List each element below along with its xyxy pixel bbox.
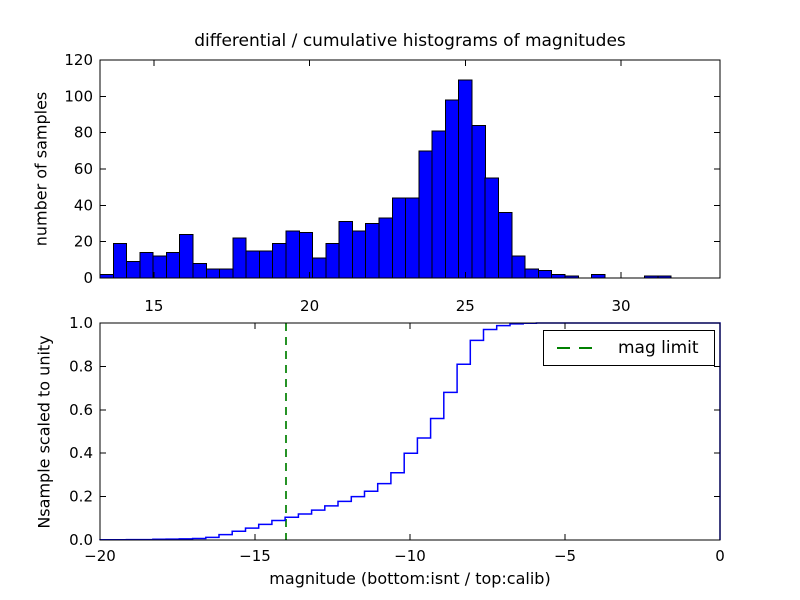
histogram-bar — [405, 197, 420, 279]
histogram-bar — [192, 263, 207, 279]
y-tick-label: 1.0 — [69, 314, 93, 332]
histogram-bar — [179, 233, 194, 279]
histogram-bar — [418, 150, 433, 279]
legend: mag limit — [543, 330, 715, 366]
y-tick-label: 0 — [83, 269, 93, 287]
histogram-bar — [378, 217, 393, 279]
y-tick-label: 80 — [74, 124, 93, 142]
histogram-bar — [458, 79, 473, 279]
histogram-bar — [165, 252, 181, 279]
histogram-bar — [139, 252, 154, 279]
histogram-bar — [338, 221, 353, 279]
histogram-bar — [484, 177, 500, 279]
histogram-bar — [498, 212, 513, 279]
y-tick-label: 60 — [74, 160, 93, 178]
histogram-bar — [245, 250, 260, 279]
histogram-bar — [285, 230, 300, 279]
histogram-bar — [537, 270, 553, 279]
histogram-bar — [298, 232, 314, 279]
y-tick-label: 0.0 — [69, 531, 93, 549]
y-tick-label: 0.2 — [69, 488, 93, 506]
histogram-bar — [312, 257, 327, 279]
histogram-bar — [591, 273, 606, 279]
legend-dash-key-icon — [557, 347, 601, 349]
histogram-bar — [272, 243, 287, 279]
histogram-bar — [205, 268, 221, 279]
y-tick-label: 0.8 — [69, 357, 93, 375]
x-tick-label: −10 — [394, 547, 426, 565]
top-ylabel: number of samples — [31, 91, 51, 247]
bottom-xlabel: magnitude (bottom:isnt / top:calib) — [269, 569, 551, 588]
histogram-bar — [551, 273, 566, 279]
x-tick-label: 25 — [456, 297, 475, 315]
histogram-bar — [126, 261, 141, 279]
histogram-bar — [325, 243, 340, 279]
x-tick-label: 20 — [300, 297, 319, 315]
histogram-bar — [219, 268, 234, 279]
y-tick-label: 0.6 — [69, 401, 93, 419]
histogram-bar — [431, 130, 446, 279]
histogram-bar — [232, 237, 247, 279]
histogram-bar — [391, 197, 407, 279]
histogram-bar — [365, 223, 380, 279]
histogram-bar — [471, 124, 486, 279]
histogram-bar — [444, 99, 460, 279]
bottom-ylabel: Nsample scaled to unity — [34, 335, 54, 529]
y-tick-label: 0.4 — [69, 444, 93, 462]
histogram-bar — [152, 255, 167, 279]
x-tick-label: 30 — [611, 297, 630, 315]
histogram-bar — [258, 250, 274, 279]
histogram-bar — [524, 268, 539, 279]
histogram-bar — [112, 243, 128, 279]
y-tick-label: 20 — [74, 233, 93, 251]
histogram-bar — [99, 273, 114, 279]
histogram-bar — [351, 230, 367, 279]
y-tick-label: 100 — [64, 87, 93, 105]
x-tick-label: −15 — [239, 547, 271, 565]
y-tick-label: 40 — [74, 196, 93, 214]
figure-title: differential / cumulative histograms of … — [194, 31, 626, 51]
histogram-bar — [511, 255, 526, 279]
legend-label: mag limit — [618, 338, 699, 358]
x-tick-label: 15 — [144, 297, 163, 315]
x-tick-label: 0 — [715, 547, 725, 565]
x-tick-label: −20 — [84, 547, 116, 565]
y-tick-label: 120 — [64, 51, 93, 69]
x-tick-label: −5 — [554, 547, 576, 565]
